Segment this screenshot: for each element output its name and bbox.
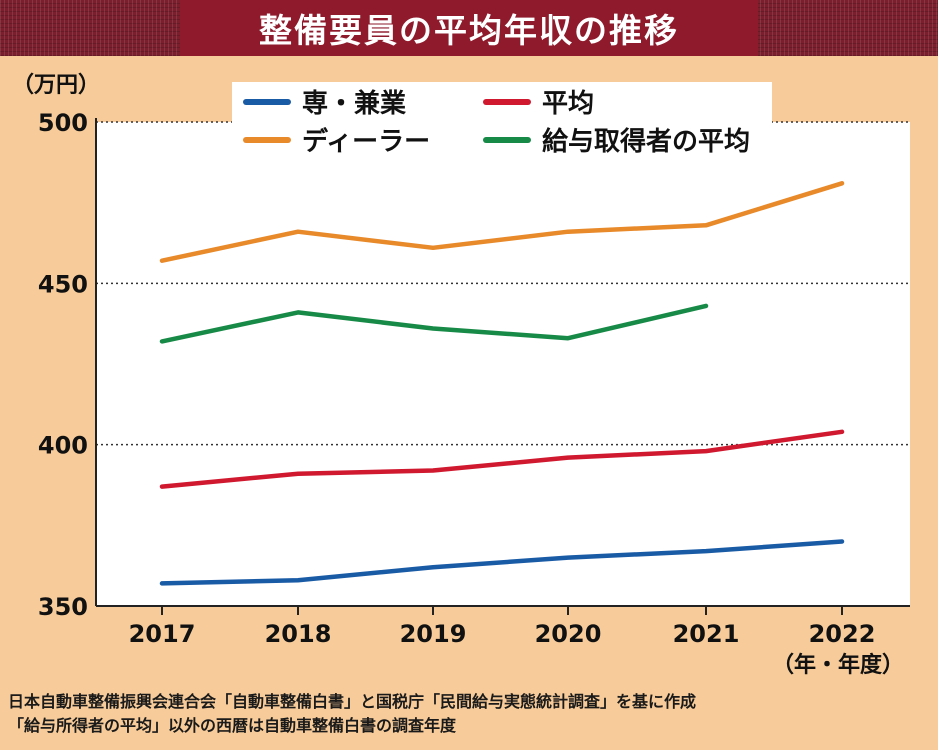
axis-layer — [95, 118, 910, 615]
series-line-1 — [159, 181, 845, 263]
series-line-3 — [159, 303, 709, 344]
x-tick-label-2022: 2022 — [809, 620, 876, 648]
x-unit-label: （年・年度） — [772, 652, 904, 678]
x-tick-label-2018: 2018 — [265, 620, 332, 648]
label-layer: 2017 2018 2019 2020 2021 2022 350 400 450 500 （万円）… — [12, 73, 904, 678]
y-tick-label-500: 500 — [38, 109, 88, 137]
x-tick-label-2019: 2019 — [400, 620, 467, 648]
series-line-2 — [159, 429, 845, 489]
chart-title: 整備要員の平均年収の推移 — [259, 11, 679, 50]
series-line-0 — [159, 539, 845, 586]
y-tick-label-400: 400 — [38, 432, 88, 460]
legend-label-3: 給与取得者の平均 — [542, 126, 750, 157]
x-tick-label-2017: 2017 — [129, 620, 196, 648]
legend-box — [232, 82, 772, 162]
plot-area — [96, 122, 910, 606]
title-box: 整備要員の平均年収の推移 — [180, 0, 758, 56]
y-tick-label-450: 450 — [38, 270, 88, 298]
title-bar: 整備要員の平均年収の推移 — [0, 0, 938, 56]
x-tick-label-2021: 2021 — [673, 620, 740, 648]
grid-layer — [96, 121, 910, 606]
x-tick-label-2020: 2020 — [535, 620, 602, 648]
legend-label-0: 専・兼業 — [302, 88, 406, 119]
footnote-1: 日本自動車整備振興会連合会「自動車整備白書」と国税庁「民間給与実態統計調査」を基… — [8, 692, 697, 711]
series-layer — [159, 181, 845, 586]
y-unit-label: （万円） — [12, 73, 100, 98]
footnote-2: 「給与所得者の平均」以外の西暦は自動車整備白書の調査年度 — [8, 716, 457, 735]
y-tick-label-350: 350 — [38, 593, 88, 621]
legend-label-1: ディーラー — [302, 126, 430, 157]
legend-label-2: 平均 — [542, 89, 594, 119]
